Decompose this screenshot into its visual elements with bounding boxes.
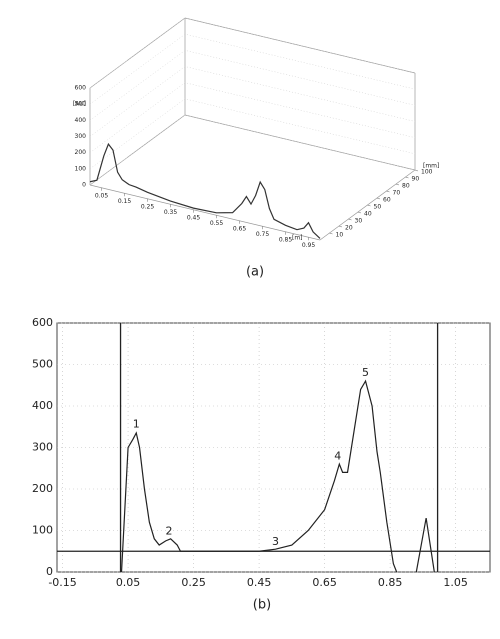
grid-line	[89, 33, 416, 105]
z-tick-label: 90	[412, 176, 420, 183]
z-tick	[386, 190, 390, 193]
z-tick-label: 20	[345, 225, 353, 232]
x-tick-label: 0.05	[116, 576, 141, 589]
grid-line	[89, 82, 416, 153]
z-tick	[348, 218, 352, 221]
y-tick-label: 400	[75, 117, 87, 124]
x-tick-label: 0.55	[210, 220, 224, 227]
z-tick	[329, 232, 333, 235]
z-tick	[376, 197, 381, 200]
z-tick	[405, 176, 409, 179]
data-line	[120, 379, 435, 573]
z-tick-label: 10	[336, 232, 344, 239]
x-tick-label: 0.25	[141, 203, 155, 210]
z-tick-label: 100	[421, 169, 433, 176]
y-tick-label: 0	[82, 182, 86, 189]
peak-label: 1	[133, 418, 140, 431]
x-tick-label: 1.05	[443, 576, 468, 589]
grid-line	[89, 17, 416, 89]
peak-label: 2	[166, 524, 173, 537]
grid-line	[89, 66, 416, 137]
x-tick-label: 0.65	[233, 225, 247, 232]
z-tick	[414, 169, 419, 172]
peak-label: 5	[362, 366, 369, 379]
x-axis-label: [m]	[292, 235, 303, 242]
z-tick-label: 60	[383, 197, 391, 204]
caption: (b)	[253, 598, 271, 613]
x-tick-label: 0.15	[118, 198, 132, 205]
x-tick-label: 0.45	[187, 214, 201, 221]
z-tick-label: 30	[355, 218, 363, 225]
z-tick-label: 50	[374, 204, 382, 211]
z-axis-label: [mm]	[423, 163, 439, 170]
y-tick-label: 600	[32, 316, 53, 329]
x-tick-label: 0.85	[279, 236, 293, 243]
y-tick-label: 500	[32, 358, 53, 371]
grid-line	[89, 114, 416, 186]
x-tick-label: 0.25	[181, 576, 206, 589]
data-line	[89, 142, 321, 239]
caption: (a)	[246, 265, 264, 280]
y-tick-label: 300	[75, 133, 87, 140]
x-tick-label: 0.65	[312, 576, 337, 589]
z-tick	[338, 225, 343, 228]
z-tick	[357, 211, 362, 214]
x-tick-label: 0.45	[247, 576, 272, 589]
x-tick-label: 0.95	[302, 242, 316, 249]
x-tick-label: 0.35	[164, 209, 178, 216]
y-tick-label: 200	[75, 149, 87, 156]
z-tick-label: 80	[402, 183, 410, 190]
z-tick-label: 70	[393, 190, 401, 197]
y-tick-label: 100	[32, 524, 53, 537]
y-tick-label: 100	[75, 165, 87, 172]
x-tick-label: -0.15	[48, 576, 76, 589]
y-tick-label: 0	[46, 565, 53, 578]
z-tick	[395, 183, 400, 186]
x-tick-label: 0.05	[95, 192, 109, 199]
peak-label: 4	[334, 450, 341, 463]
y-tick-label: 200	[32, 482, 53, 495]
y-tick-label: 600	[75, 85, 87, 92]
y-tick-label: 400	[32, 399, 53, 412]
x-tick-label: 0.75	[256, 231, 270, 238]
y-axis-label: [AU]	[73, 101, 86, 108]
x-tick-label: 0.85	[378, 576, 403, 589]
peak-label: 3	[272, 535, 279, 548]
y-tick-label: 300	[32, 441, 53, 454]
y-tick-label: 500	[75, 101, 87, 108]
z-tick	[367, 204, 371, 207]
box-edge	[89, 114, 186, 186]
z-tick-label: 40	[364, 211, 372, 218]
box-edge	[89, 184, 321, 241]
grid-line	[89, 98, 416, 170]
grid-line	[89, 50, 416, 121]
box-edge	[89, 17, 186, 89]
